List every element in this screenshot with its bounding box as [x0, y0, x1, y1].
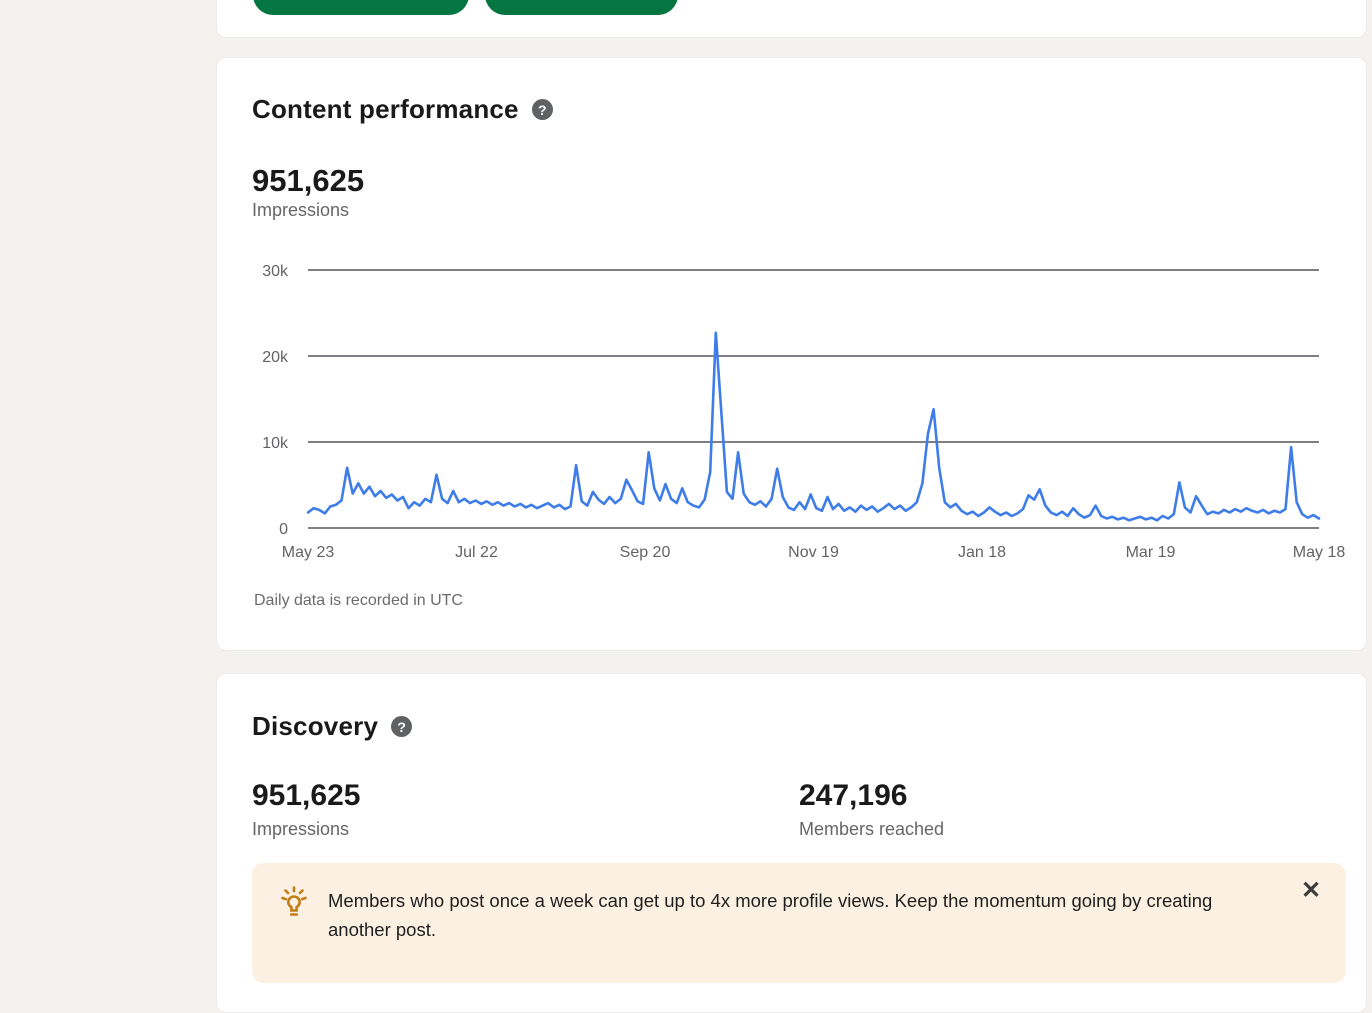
- svg-text:30k: 30k: [262, 263, 289, 280]
- content-performance-title: Content performance: [252, 94, 519, 124]
- discovery-stat-members-reached: 247,196 Members reached: [799, 779, 944, 840]
- svg-text:Sep 20: Sep 20: [620, 544, 671, 561]
- svg-text:Jan 18: Jan 18: [958, 544, 1006, 561]
- lightbulb-icon: [281, 886, 307, 916]
- secondary-action-button[interactable]: [485, 0, 678, 15]
- chart-footnote: Daily data is recorded in UTC: [254, 592, 463, 609]
- discovery-impressions-value: 951,625: [252, 779, 361, 812]
- posting-tip-text: Members who post once a week can get up …: [328, 890, 1213, 940]
- discovery-impressions-label: Impressions: [252, 819, 350, 839]
- svg-text:0: 0: [279, 521, 288, 538]
- close-icon[interactable]: ✕: [1298, 878, 1324, 904]
- svg-text:Jul 22: Jul 22: [455, 544, 498, 561]
- svg-text:May 23: May 23: [282, 544, 335, 561]
- impressions-line-chart: 0 10k 20k 30k May 23 Jul 22 Sep 20 Nov 19 Jan 18…: [262, 263, 1346, 561]
- posting-tip-banner: Members who post once a week can get up …: [252, 863, 1346, 983]
- primary-action-button[interactable]: [253, 0, 469, 15]
- content-performance-card: Content performance ? 951,625 Impression…: [216, 57, 1367, 651]
- help-icon[interactable]: ?: [391, 716, 413, 737]
- svg-text:Nov 19: Nov 19: [788, 544, 839, 561]
- discovery-members-reached-label: Members reached: [799, 819, 945, 839]
- discovery-members-reached-value: 247,196: [799, 779, 908, 812]
- impressions-total-label: Impressions: [252, 200, 350, 220]
- svg-text:10k: 10k: [262, 435, 289, 452]
- impressions-total: 951,625: [252, 163, 365, 198]
- svg-text:20k: 20k: [262, 349, 289, 366]
- discovery-stat-impressions: 951,625 Impressions: [252, 779, 360, 840]
- top-actions-card: [216, 0, 1367, 38]
- discovery-card: Discovery ? 951,625 Impressions 247,196 …: [216, 673, 1367, 1013]
- help-icon[interactable]: ?: [531, 99, 553, 120]
- discovery-title: Discovery: [252, 711, 379, 741]
- svg-text:Mar 19: Mar 19: [1126, 544, 1176, 561]
- svg-text:May 18: May 18: [1293, 544, 1346, 561]
